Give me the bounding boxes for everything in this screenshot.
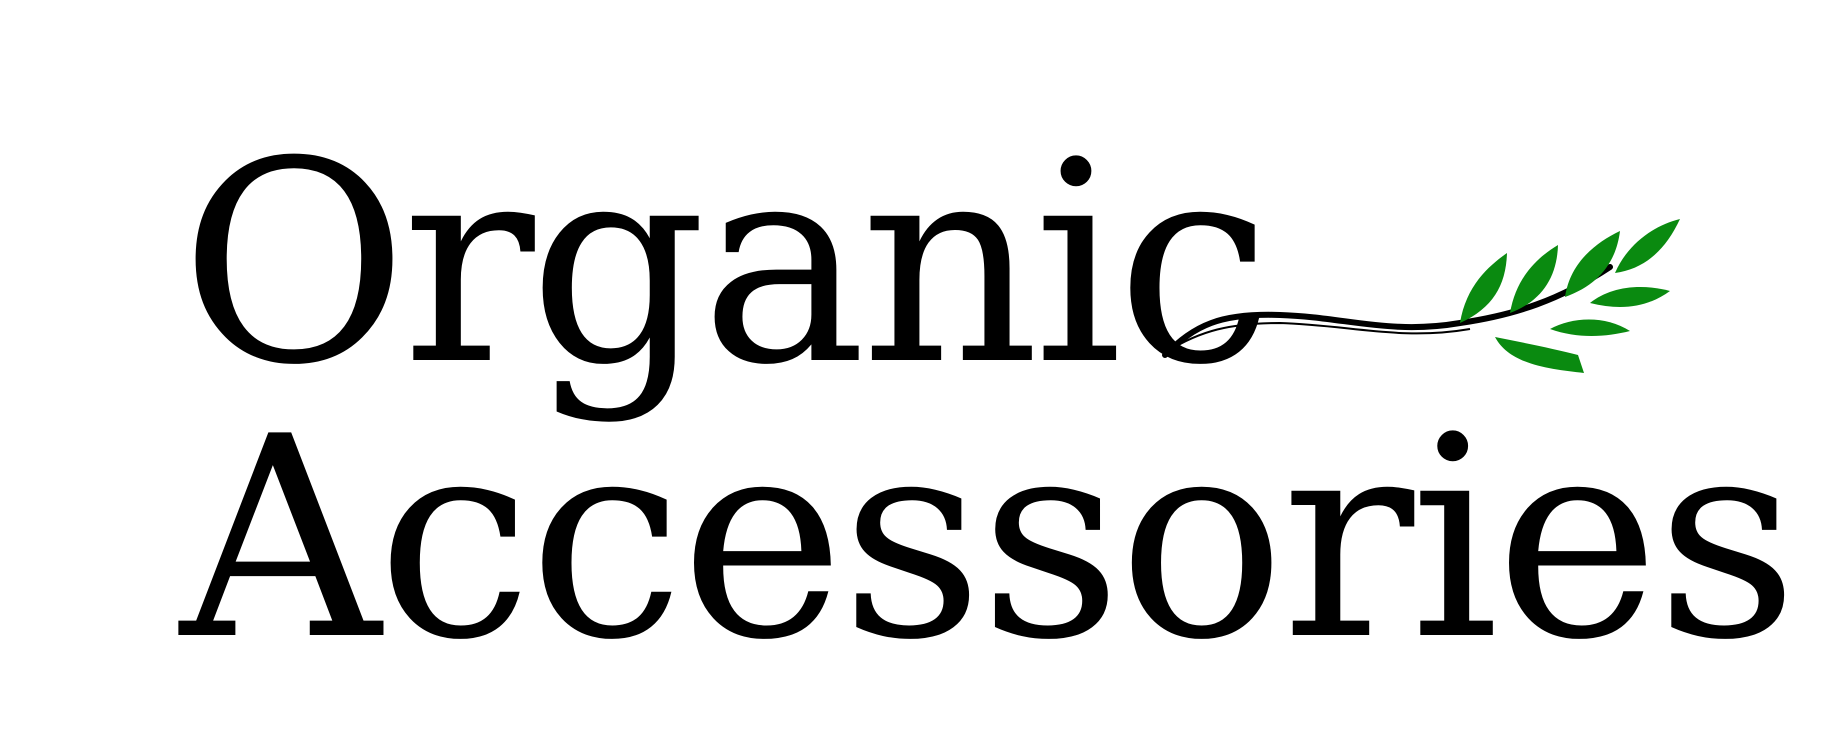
olive-branch-icon xyxy=(1162,219,1680,373)
logo-line-accessories: Accessories xyxy=(180,377,1798,701)
logo-line-organic: Organic xyxy=(180,102,1272,426)
